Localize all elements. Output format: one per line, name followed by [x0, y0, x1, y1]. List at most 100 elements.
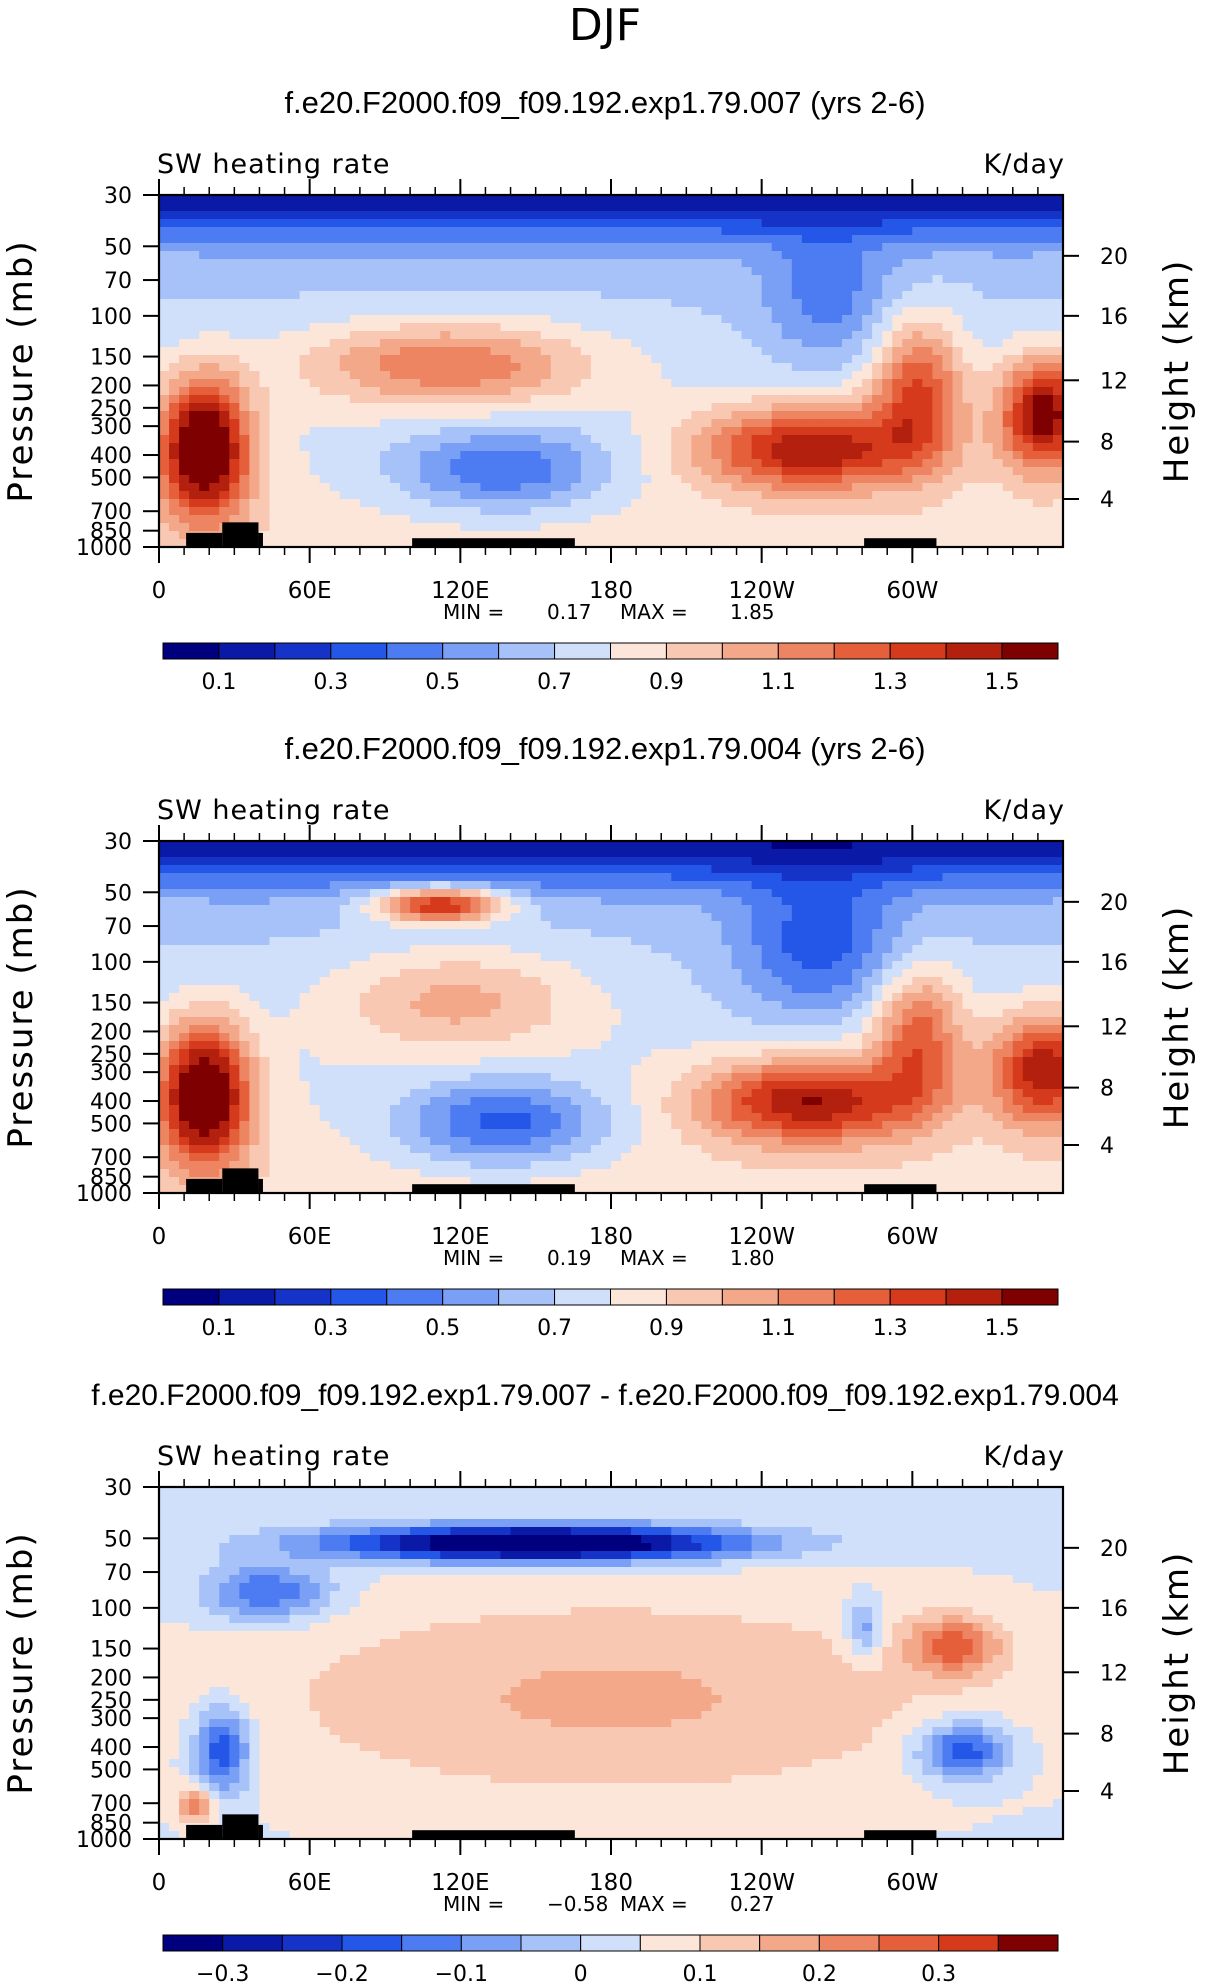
heatmap-cell [329, 283, 341, 292]
heatmap-cell [470, 291, 482, 300]
heatmap-cell [761, 507, 773, 516]
heatmap-cell [279, 539, 291, 548]
heatmap-cell [821, 897, 833, 906]
heatmap-cell [902, 387, 913, 396]
heatmap-cell [580, 387, 592, 396]
heatmap-cell [771, 355, 783, 364]
heatmap-cell [761, 515, 773, 524]
heatmap-cell [400, 467, 411, 476]
heatmap-cell [992, 211, 1004, 220]
heatmap-cell [862, 451, 873, 460]
colorbar-swatch [554, 642, 611, 660]
heatmap-cell [912, 849, 923, 858]
heatmap-cell [540, 243, 552, 252]
heatmap-cell [731, 307, 743, 316]
heatmap-cell [681, 267, 692, 276]
heatmap-cell [279, 203, 291, 212]
heatmap-cell [530, 235, 542, 244]
heatmap-cell [661, 339, 672, 348]
heatmap-cell [339, 435, 351, 444]
heatmap-cell [500, 395, 512, 404]
heatmap-cell [400, 849, 411, 858]
heatmap-cell [651, 235, 662, 244]
heatmap-cell [289, 339, 301, 348]
heatmap-cell [410, 371, 421, 380]
heatmap-cell [791, 419, 803, 428]
heatmap-cell [570, 363, 582, 372]
heatmap-cell [862, 307, 873, 316]
heatmap-cell [681, 499, 692, 508]
heatmap-cell [842, 443, 853, 452]
heatmap-cell [621, 395, 632, 404]
heatmap-cell [279, 451, 291, 460]
heatmap-cell [269, 339, 281, 348]
heatmap-cell [400, 459, 411, 468]
heatmap-cell [872, 459, 883, 468]
heatmap-cell [952, 235, 964, 244]
heatmap-cell [651, 379, 662, 388]
heatmap-cell [932, 291, 944, 300]
heatmap-cell [440, 299, 451, 308]
heatmap-cell [661, 857, 672, 866]
land-mask [186, 532, 223, 547]
heatmap-cell [1012, 491, 1024, 500]
heatmap-cell [842, 299, 853, 308]
heatmap-cell [349, 299, 361, 308]
heatmap-cell [821, 451, 833, 460]
heatmap-cell [701, 283, 713, 292]
heatmap-cell [912, 841, 923, 850]
heatmap-cell [580, 355, 592, 364]
heatmap-cell [651, 283, 662, 292]
heatmap-cell [701, 395, 713, 404]
heatmap-cell [179, 235, 190, 244]
heatmap-cell [922, 897, 934, 906]
heatmap-cell [651, 913, 662, 922]
heatmap-cell [681, 275, 692, 284]
heatmap-cell [821, 427, 833, 436]
heatmap-cell [369, 459, 381, 468]
heatmap-cell [500, 905, 512, 914]
heatmap-cell [390, 203, 401, 212]
heatmap-cell [239, 347, 250, 356]
heatmap-cell [872, 211, 883, 220]
heatmap-cell [600, 299, 612, 308]
heatmap-cell [992, 451, 1004, 460]
heatmap-cell [1022, 873, 1034, 882]
heatmap-cell [430, 491, 441, 500]
heatmap-cell [1052, 881, 1064, 890]
heatmap-cell [450, 881, 461, 890]
heatmap-cell [570, 339, 582, 348]
heatmap-cell [259, 419, 271, 428]
heatmap-cell [701, 355, 713, 364]
heatmap-cell [209, 275, 220, 284]
heatmap-cell [862, 435, 873, 444]
heatmap-cell [962, 515, 974, 524]
heatmap-cell [590, 363, 602, 372]
heatmap-cell [500, 491, 512, 500]
heatmap-cell [852, 539, 863, 548]
heatmap-cell [872, 355, 883, 364]
heatmap-cell [1052, 873, 1064, 882]
heatmap-cell [621, 283, 632, 292]
heatmap-cell [611, 427, 622, 436]
heatmap-cell [741, 905, 753, 914]
heatmap-cell [962, 299, 974, 308]
heatmap-cell [741, 331, 753, 340]
heatmap-cell [159, 483, 170, 492]
heatmap-cell [651, 291, 662, 300]
heatmap-cell [902, 427, 913, 436]
heatmap-cell [390, 857, 401, 866]
heatmap-cell [831, 251, 843, 260]
heatmap-cell [992, 539, 1004, 548]
heatmap-cell [550, 475, 562, 484]
heatmap-cell [199, 299, 210, 308]
heatmap-cell [219, 227, 230, 236]
heatmap-cell [329, 243, 341, 252]
heatmap-cell [671, 897, 682, 906]
heatmap-cell [1002, 219, 1014, 228]
heatmap-cell [912, 307, 923, 316]
heatmap-cell [490, 873, 502, 882]
heatmap-cell [590, 857, 602, 866]
heatmap-cell [631, 331, 642, 340]
heatmap-cell [982, 427, 994, 436]
